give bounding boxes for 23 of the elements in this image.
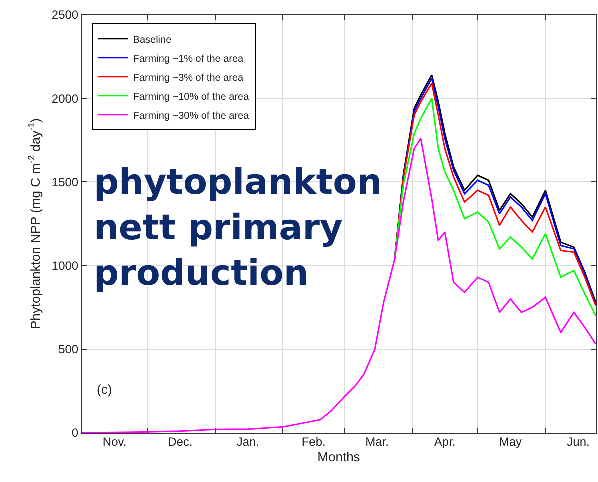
x-tick-label: Mar.: [366, 435, 389, 449]
x-tick-label: Nov.: [102, 435, 127, 449]
y-tick-label: 1500: [52, 175, 79, 190]
x-tick-label: Apr.: [434, 435, 456, 449]
legend-label: Baseline: [133, 34, 172, 46]
legend-label: Farming ~1% of the area: [133, 54, 244, 65]
legend-label: Farming ~30% of the area: [133, 110, 250, 122]
y-tick-label: 0: [72, 426, 79, 440]
line-series: [82, 138, 596, 433]
y-tick-label: 1000: [52, 259, 79, 273]
annotation: (c): [97, 382, 112, 397]
x-tick-label: Feb.: [302, 435, 326, 449]
x-tick-label: Jan.: [236, 435, 260, 449]
annotation: phytoplankton nett primary production: [94, 163, 382, 294]
y-tick-label: 2500: [52, 8, 79, 22]
y-tick-label: 500: [58, 342, 79, 357]
x-axis-title: Months: [318, 450, 361, 465]
x-tick-label: May: [499, 435, 522, 449]
legend-label: Farming ~10% of the area: [133, 92, 250, 103]
legend-label: Farming ~3% of the area: [133, 72, 244, 84]
x-tick-label: Dec.: [168, 435, 193, 449]
y-tick-label: 2000: [52, 92, 79, 106]
x-tick-label: Jun.: [567, 435, 590, 449]
